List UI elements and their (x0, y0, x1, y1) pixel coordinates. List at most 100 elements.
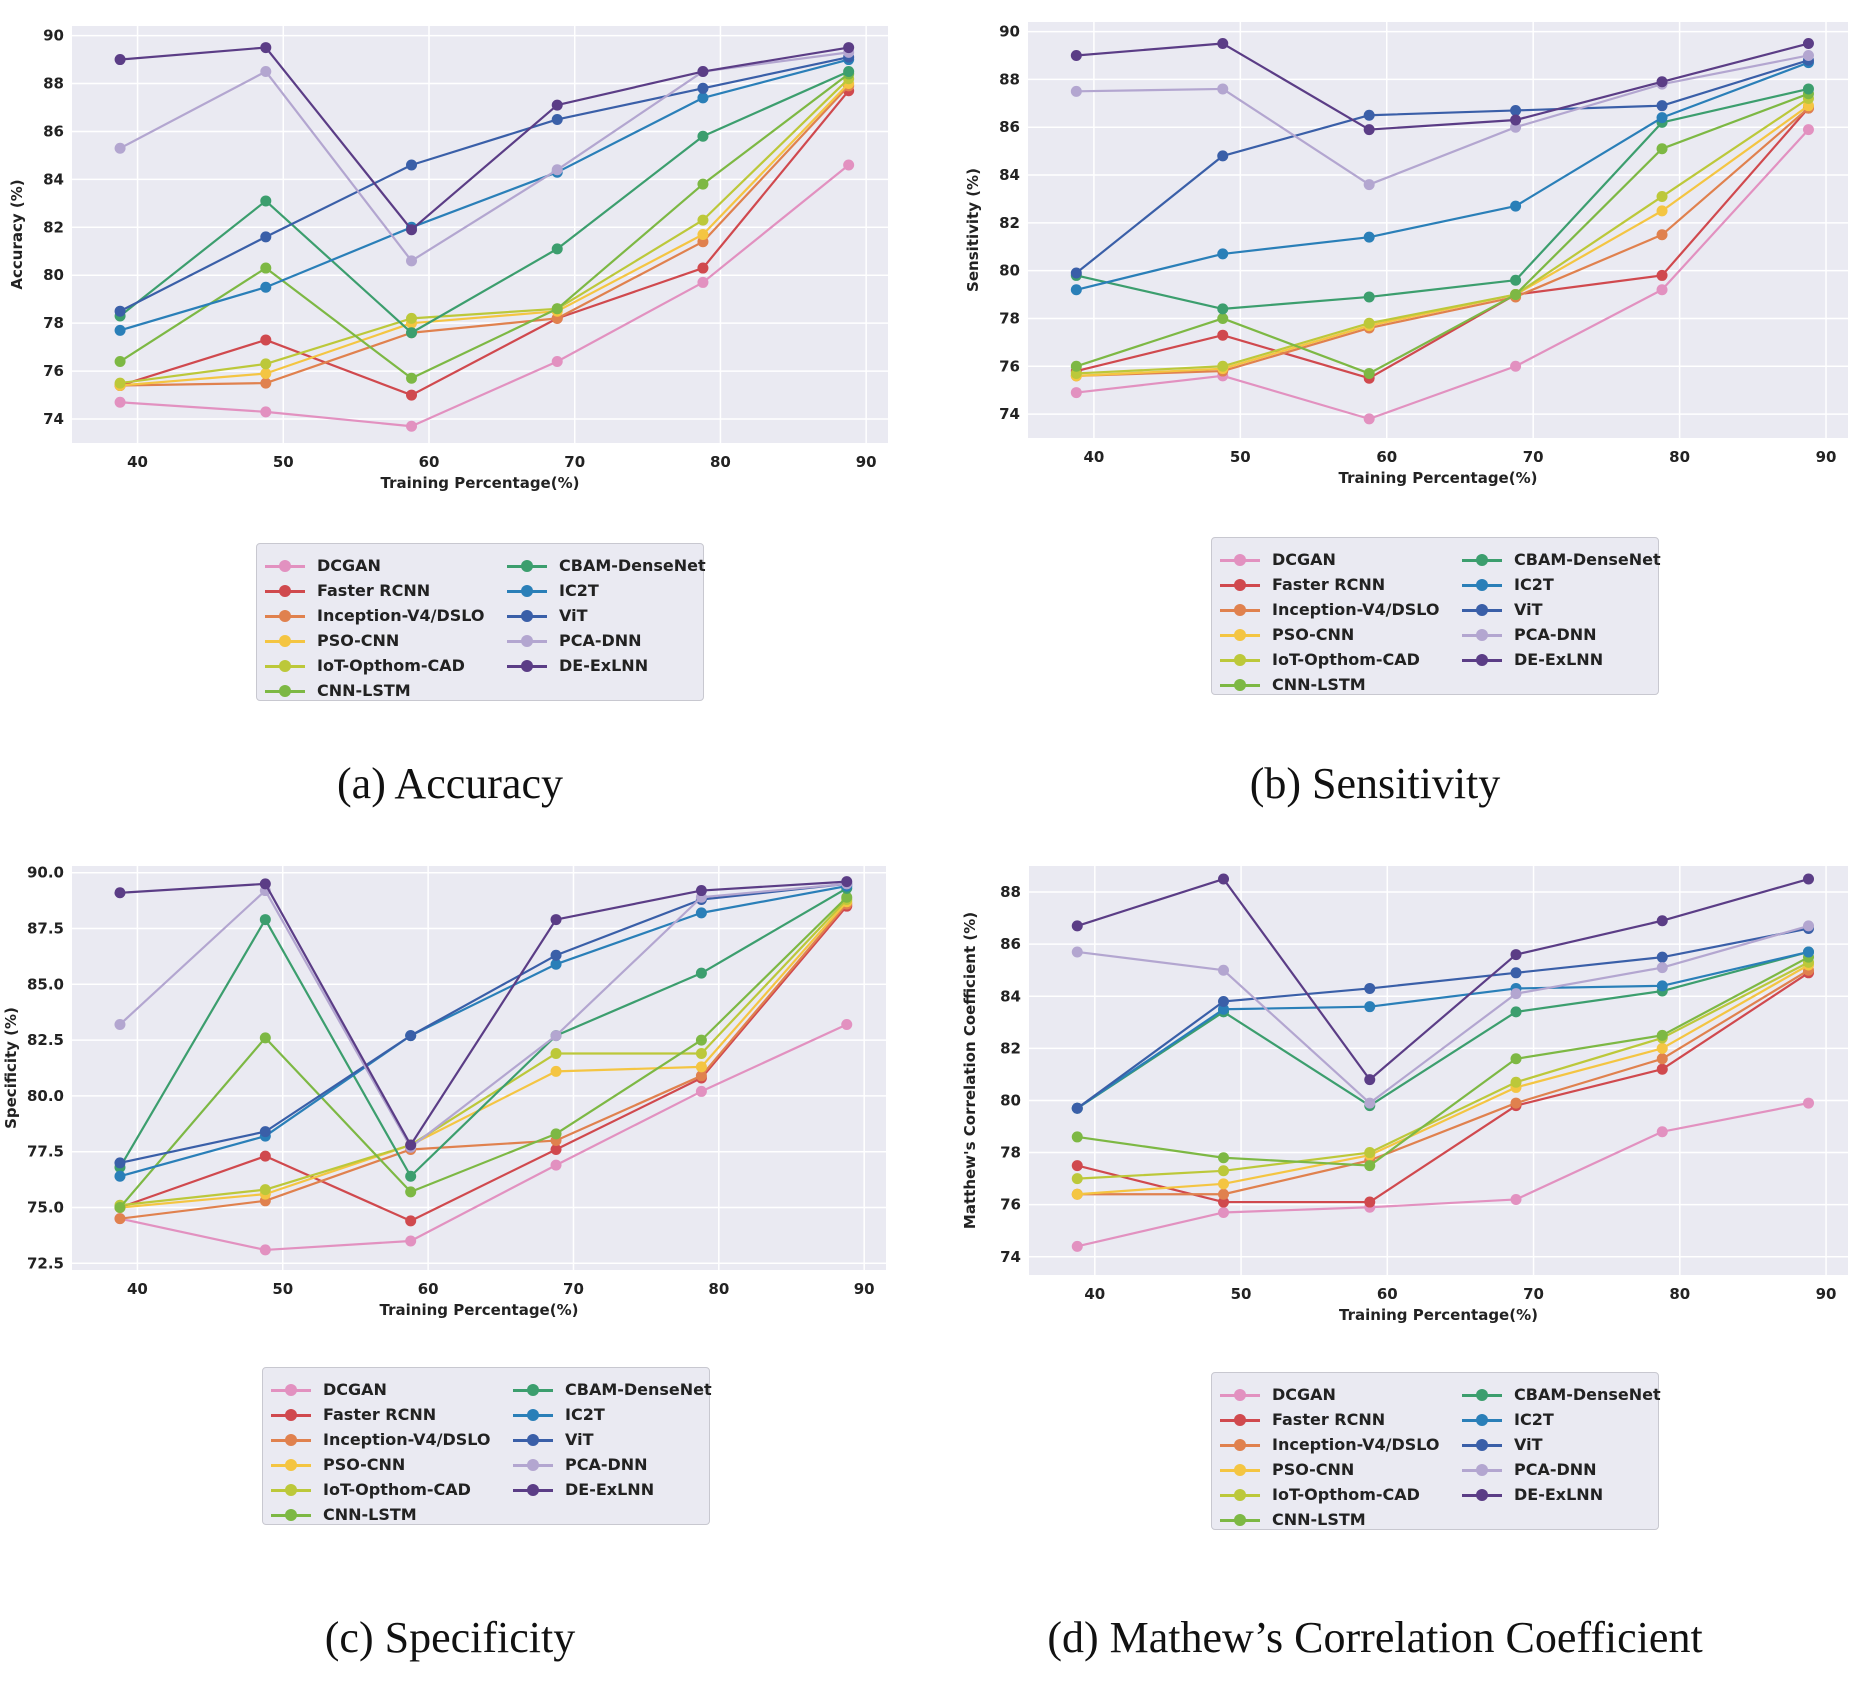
data-point-vit (1217, 150, 1229, 162)
data-point-ic2t (1363, 231, 1375, 243)
series-line-cnn-lstm (119, 73, 850, 380)
x-tick-label: 70 (1523, 448, 1544, 466)
data-point-dcgan (551, 356, 563, 368)
data-point-ic2t (114, 324, 126, 336)
series-cnn-lstm (1070, 88, 1814, 379)
legend-item-pca-dnn: PCA-DNN (1456, 1458, 1656, 1483)
data-point-cnn-lstm (1218, 1152, 1230, 1164)
legend-item-inception-v4-dslo: Inception-V4/DSLO (265, 1428, 491, 1453)
data-point-vit (114, 1157, 126, 1169)
data-point-dcgan (843, 159, 855, 171)
series-line-pca-dnn (1076, 54, 1809, 186)
legend-swatch-marker (527, 1384, 539, 1396)
data-point-de-exlnn (1071, 920, 1083, 932)
data-point-ic2t (1218, 1003, 1230, 1015)
data-point-dcgan (1803, 1097, 1815, 1109)
series-dcgan (114, 159, 855, 432)
data-point-ic2t (114, 1170, 126, 1182)
data-point-dcgan (695, 1085, 707, 1097)
legend-swatch-marker (1234, 1514, 1246, 1526)
data-point-cbam-densenet (1217, 303, 1229, 315)
data-point-vit (1071, 1102, 1083, 1114)
series-dcgan (114, 1018, 853, 1256)
series-line-ic2t (1076, 950, 1809, 1110)
data-point-de-exlnn (1510, 949, 1522, 961)
x-tick-label: 50 (1231, 1285, 1252, 1303)
data-point-faster-rcnn (260, 334, 272, 346)
legend-item-dcgan: DCGAN (1214, 548, 1414, 573)
legend-item-vit: ViT (501, 604, 701, 629)
data-point-dcgan (1802, 124, 1814, 136)
y-tick-label: 87.5 (27, 919, 64, 937)
series-line-de-exlnn (119, 880, 847, 1147)
legend-label: DCGAN (1272, 1385, 1336, 1404)
data-point-de-exlnn (406, 224, 418, 236)
data-point-pso-cnn (1656, 1042, 1668, 1054)
legend-item-pca-dnn: PCA-DNN (1456, 623, 1656, 648)
series-line-dcgan (1077, 1101, 1809, 1248)
x-tick-label: 60 (419, 453, 440, 471)
series-de-exlnn (1070, 38, 1814, 136)
y-tick-label: 74 (1000, 1248, 1021, 1266)
y-tick-label: 76 (43, 362, 64, 380)
y-tick-label: 86 (999, 118, 1020, 136)
legend-swatch-marker (1234, 1439, 1246, 1451)
data-point-dcgan (841, 1018, 853, 1030)
data-point-faster-rcnn (1656, 269, 1668, 281)
legend-swatch-marker (285, 1484, 297, 1496)
data-point-inception-v4-dslo (260, 377, 272, 389)
series-cbam-densenet (114, 66, 855, 339)
legend-label: ViT (1514, 600, 1543, 619)
data-point-pca-dnn (1364, 1097, 1376, 1109)
data-point-de-exlnn (114, 54, 126, 66)
series-de-exlnn (1071, 873, 1815, 1086)
legend-label: PSO-CNN (323, 1455, 406, 1474)
x-tick-label: 80 (1669, 1285, 1690, 1303)
data-point-dcgan (1656, 1126, 1668, 1138)
legend-label: IC2T (1514, 1410, 1554, 1429)
y-tick-label: 88 (1000, 883, 1021, 901)
data-point-cbam-densenet (1510, 274, 1522, 286)
data-point-pso-cnn (1218, 1178, 1230, 1190)
legend-item-iot-opthom-cad: IoT-Opthom-CAD (259, 654, 465, 679)
series-line-faster-rcnn (119, 90, 850, 397)
legend-item-iot-opthom-cad: IoT-Opthom-CAD (1214, 648, 1420, 673)
series-line-cnn-lstm (119, 896, 848, 1209)
data-point-de-exlnn (1217, 38, 1229, 50)
series-line-iot-opthom-cad (119, 898, 848, 1207)
plot-area (1028, 22, 1848, 438)
series-line-cbam-densenet (1076, 950, 1809, 1110)
legend-swatch-marker (1476, 1439, 1488, 1451)
legend-swatch-marker (1234, 654, 1246, 666)
legend-label: Inception-V4/DSLO (1272, 1435, 1440, 1454)
legend-label: DCGAN (317, 556, 381, 575)
legend-swatch-marker (521, 585, 533, 597)
data-point-dcgan (406, 420, 418, 432)
series-iot-opthom-cad (1070, 93, 1814, 379)
legend-swatch-marker (285, 1409, 297, 1421)
data-point-de-exlnn (1656, 76, 1668, 88)
y-tick-label: 85.0 (27, 975, 64, 993)
data-point-cnn-lstm (550, 1128, 562, 1140)
y-tick-label: 88 (43, 75, 64, 93)
x-tick-label: 80 (1669, 448, 1690, 466)
data-point-iot-opthom-cad (550, 1047, 562, 1059)
series-line-inception-v4-dslo (1077, 969, 1810, 1196)
chart-panel-sensitivity: 74 76 78 80 82 84 86 88 90 40 50 60 70 80 90 Training P… (925, 0, 1850, 844)
data-point-pca-dnn (1218, 964, 1230, 976)
legend-item-de-exlnn: DE-ExLNN (501, 654, 701, 679)
legend-item-vit: ViT (1456, 1433, 1656, 1458)
data-point-de-exlnn (405, 1139, 417, 1151)
legend-swatch-marker (1234, 679, 1246, 691)
data-point-pso-cnn (550, 1065, 562, 1077)
legend-swatch-marker (1234, 554, 1246, 566)
legend-label: Faster RCNN (323, 1405, 437, 1424)
data-point-cbam-densenet (1802, 83, 1814, 95)
legend-swatch-marker (1234, 604, 1246, 616)
data-point-pca-dnn (114, 142, 126, 154)
data-point-vit (1510, 967, 1522, 979)
specificity-chart: 72.5 75.0 77.5 80.0 82.5 85.0 87.5 90.0 40 50 60 70… (2, 864, 886, 1319)
data-point-pca-dnn (114, 1018, 126, 1030)
legend-label: Faster RCNN (1272, 575, 1386, 594)
data-point-cbam-densenet (697, 130, 709, 142)
